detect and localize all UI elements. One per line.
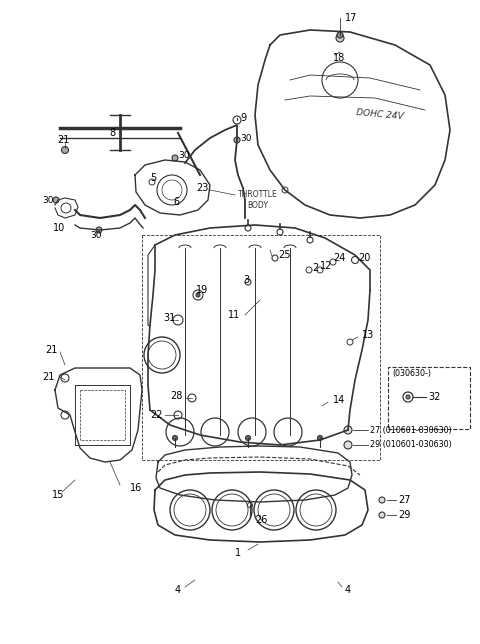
- Text: 27: 27: [398, 495, 410, 505]
- Circle shape: [344, 426, 352, 434]
- Text: 17: 17: [345, 13, 358, 23]
- Text: 14: 14: [333, 395, 345, 405]
- Text: 30: 30: [42, 196, 53, 205]
- Circle shape: [406, 395, 410, 399]
- Text: 19: 19: [196, 285, 208, 295]
- Text: THROTTLE
BODY: THROTTLE BODY: [238, 190, 278, 210]
- Circle shape: [96, 227, 102, 233]
- Circle shape: [234, 137, 240, 143]
- Circle shape: [245, 435, 251, 440]
- Text: 20: 20: [358, 253, 371, 263]
- Text: 31: 31: [163, 313, 175, 323]
- Circle shape: [379, 512, 385, 518]
- Text: 18: 18: [333, 53, 345, 63]
- Text: 4: 4: [345, 585, 351, 595]
- Text: 30: 30: [90, 231, 101, 240]
- Circle shape: [196, 293, 200, 297]
- Text: 8: 8: [109, 128, 115, 138]
- Text: 24: 24: [333, 253, 346, 263]
- Text: 23: 23: [196, 183, 208, 193]
- Text: 6: 6: [173, 197, 179, 207]
- Text: 30: 30: [240, 133, 252, 142]
- Text: 2: 2: [312, 263, 318, 273]
- Text: 12: 12: [320, 261, 332, 271]
- Text: 21: 21: [46, 345, 58, 355]
- Text: 9: 9: [240, 113, 246, 123]
- Text: 30: 30: [178, 151, 190, 160]
- Text: 10: 10: [53, 223, 65, 233]
- Text: 27 (010601-030630): 27 (010601-030630): [370, 426, 452, 435]
- Text: 3: 3: [243, 275, 249, 285]
- Text: 1: 1: [235, 548, 241, 558]
- Bar: [388, 367, 470, 429]
- Circle shape: [317, 435, 323, 440]
- Circle shape: [344, 441, 352, 449]
- Text: 25: 25: [278, 250, 290, 260]
- Text: 5: 5: [150, 173, 156, 183]
- Circle shape: [379, 497, 385, 503]
- Text: 13: 13: [362, 330, 374, 340]
- Circle shape: [172, 435, 178, 440]
- Circle shape: [53, 197, 59, 203]
- Text: DOHC 24V: DOHC 24V: [356, 108, 404, 122]
- Text: 29: 29: [398, 510, 410, 520]
- Circle shape: [337, 32, 343, 38]
- Text: 26: 26: [255, 515, 267, 525]
- Text: 29 (010601-030630): 29 (010601-030630): [370, 440, 452, 450]
- Text: 21: 21: [57, 135, 70, 145]
- Text: 11: 11: [228, 310, 240, 320]
- Text: 22: 22: [150, 410, 163, 420]
- Text: 4: 4: [175, 585, 181, 595]
- Text: 21: 21: [42, 372, 54, 382]
- Circle shape: [61, 146, 69, 153]
- Text: 32: 32: [428, 392, 440, 402]
- Text: (030630-): (030630-): [392, 368, 431, 377]
- Text: 16: 16: [130, 483, 142, 493]
- Text: 28: 28: [170, 391, 182, 401]
- Text: 15: 15: [52, 490, 64, 500]
- Circle shape: [172, 155, 178, 161]
- Circle shape: [336, 34, 344, 42]
